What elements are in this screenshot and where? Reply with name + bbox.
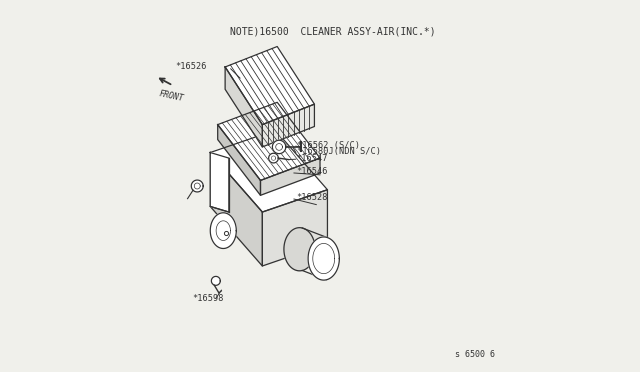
Text: *16528: *16528 xyxy=(296,193,327,202)
Polygon shape xyxy=(262,190,328,266)
Polygon shape xyxy=(273,140,286,154)
Polygon shape xyxy=(211,153,229,212)
Polygon shape xyxy=(218,102,320,180)
Polygon shape xyxy=(218,125,260,195)
Text: NOTE)16500  CLEANER ASSY-AIR(INC.*): NOTE)16500 CLEANER ASSY-AIR(INC.*) xyxy=(230,26,436,36)
Text: *16580J(NDN S/C): *16580J(NDN S/C) xyxy=(296,147,381,156)
Polygon shape xyxy=(211,276,220,285)
Text: FRONT: FRONT xyxy=(158,89,184,103)
Text: *16562 (S/C): *16562 (S/C) xyxy=(296,141,360,150)
Polygon shape xyxy=(269,153,278,163)
Polygon shape xyxy=(211,213,236,248)
Text: *16526: *16526 xyxy=(175,62,207,71)
Text: *16547: *16547 xyxy=(296,154,328,163)
Polygon shape xyxy=(191,180,203,192)
Polygon shape xyxy=(225,46,314,125)
Polygon shape xyxy=(260,158,320,195)
Polygon shape xyxy=(262,104,314,147)
Text: *16598: *16598 xyxy=(193,294,224,303)
Polygon shape xyxy=(211,130,328,212)
Polygon shape xyxy=(284,228,315,271)
Text: s 6500 6: s 6500 6 xyxy=(455,350,495,359)
Polygon shape xyxy=(308,237,339,280)
Polygon shape xyxy=(211,153,262,266)
Polygon shape xyxy=(225,67,262,147)
Text: *16546: *16546 xyxy=(296,167,327,176)
